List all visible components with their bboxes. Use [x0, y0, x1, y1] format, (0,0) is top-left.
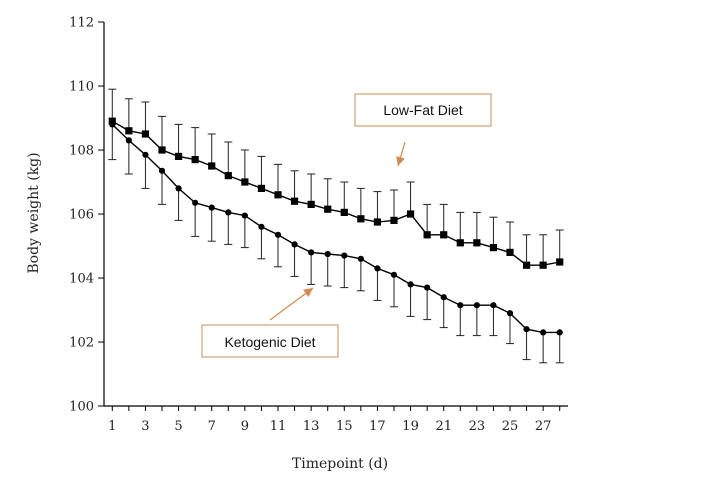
ketogenic-callout-box: [201, 324, 339, 358]
y-tick-label: 112: [69, 16, 94, 31]
ketogenic-diet-marker: [341, 252, 348, 259]
x-axis-title: Timepoint (d): [292, 456, 388, 472]
x-tick-label: 25: [502, 419, 519, 434]
low-fat-diet-marker: [406, 210, 415, 218]
y-tick-label: 102: [69, 336, 94, 351]
low-fat-diet-marker: [158, 146, 166, 154]
low-fat-diet-marker: [257, 184, 266, 192]
ketogenic-diet-marker: [540, 329, 547, 336]
callout-arrows: [269, 141, 406, 321]
ketogenic-diet-marker: [258, 223, 265, 230]
low-fat-diet-marker: [357, 215, 365, 223]
y-tick-label: 108: [69, 144, 94, 159]
low-fat-diet-marker: [373, 218, 382, 226]
low-fat-callout-label: Low-Fat Diet: [383, 102, 462, 118]
low-fat-diet-marker: [290, 197, 299, 205]
ketogenic-diet-marker: [390, 271, 398, 278]
ketogenic-diet-marker: [109, 121, 116, 128]
low-fat-diet-marker: [473, 239, 481, 247]
low-fat-diet-marker: [440, 231, 448, 239]
ketogenic-diet-marker: [241, 212, 248, 219]
ketogenic-diet-marker: [556, 329, 563, 336]
ketogenic-diet-marker: [440, 294, 447, 301]
x-tick-label: 3: [141, 419, 149, 434]
low-fat-diet-marker: [274, 191, 282, 199]
low-fat-diet-marker: [125, 127, 133, 135]
x-tick-label: 7: [208, 419, 216, 434]
low-fat-diet-marker: [224, 172, 232, 180]
ketogenic-diet-marker: [208, 204, 215, 211]
low-fat-diet-marker: [108, 117, 116, 125]
low-fat-diet-marker: [489, 244, 498, 252]
y-axis-title: Body weight (kg): [26, 152, 42, 273]
markers: [108, 117, 564, 336]
low-fat-diet-marker: [556, 258, 564, 266]
ketogenic-arrow-head: [303, 288, 313, 297]
x-tick-label: 15: [336, 419, 353, 434]
low-fat-diet-marker: [340, 208, 348, 216]
x-tick-label: 19: [402, 419, 419, 434]
low-fat-diet-marker: [324, 205, 332, 213]
ketogenic-diet-marker: [407, 281, 414, 288]
ketogenic-diet-marker: [424, 284, 431, 291]
ketogenic-diet-marker: [324, 250, 331, 258]
ketogenic-diet-line: [111, 123, 560, 334]
y-tick-label: 110: [69, 80, 94, 95]
x-tick-label: 11: [270, 419, 287, 434]
ketogenic-diet-marker: [225, 209, 232, 216]
x-tick-label: 17: [369, 419, 386, 434]
x-tick-label: 5: [174, 419, 182, 434]
low-fat-diet-marker: [522, 261, 531, 269]
ketogenic-diet-marker: [175, 185, 182, 192]
x-tick-label: 9: [241, 419, 249, 434]
y-ticks: 100 102 104 106 108 110 112: [69, 16, 104, 415]
ketogenic-diet-marker: [457, 302, 464, 309]
ketogenic-diet-marker: [308, 249, 315, 256]
low-fat-diet-marker: [390, 216, 398, 224]
ketogenic-diet-marker: [506, 310, 514, 317]
low-fat-diet-marker: [539, 261, 547, 269]
x-ticks: 1 3 5 7 9 11 13 15 17 19 21 23 25 27: [108, 406, 561, 434]
x-tick-label: 23: [469, 419, 486, 434]
y-tick-label: 106: [69, 208, 94, 223]
low-fat-diet-marker: [423, 231, 431, 239]
ketogenic-diet-marker: [473, 302, 480, 309]
low-fat-diet-marker: [241, 178, 249, 186]
low-fat-diet-marker: [208, 162, 216, 170]
ketogenic-diet-marker: [291, 241, 298, 248]
low-fat-arrow-head: [396, 156, 405, 166]
x-tick-label: 21: [435, 419, 452, 434]
series-lines: [111, 120, 560, 334]
low-fat-diet-line: [111, 120, 560, 266]
callouts: Low-Fat Diet Ketogenic Diet: [201, 93, 492, 358]
error-bars: [108, 88, 564, 364]
ketogenic-diet-marker: [357, 255, 364, 262]
ketogenic-diet-marker: [158, 167, 166, 174]
ketogenic-diet-marker: [523, 326, 530, 333]
y-tick-label: 100: [69, 400, 94, 415]
low-fat-diet-marker: [174, 152, 183, 160]
x-tick-label: 1: [108, 419, 116, 434]
low-fat-callout-box: [354, 93, 492, 127]
y-tick-label: 104: [69, 272, 94, 287]
low-fat-diet-marker: [141, 130, 150, 138]
ketogenic-diet-marker: [192, 199, 199, 206]
x-tick-label: 27: [535, 419, 552, 434]
ketogenic-diet-marker: [374, 265, 381, 272]
ketogenic-diet-marker: [274, 231, 282, 238]
low-fat-diet-marker: [191, 156, 199, 164]
ketogenic-diet-marker: [142, 151, 149, 158]
x-tick-label: 13: [303, 419, 320, 434]
ketogenic-callout-label: Ketogenic Diet: [224, 334, 315, 350]
low-fat-diet-marker: [506, 248, 514, 256]
low-fat-diet-marker: [307, 200, 315, 208]
ketogenic-diet-marker: [125, 137, 132, 144]
ketogenic-diet-marker: [490, 302, 497, 309]
low-fat-diet-marker: [456, 239, 464, 247]
